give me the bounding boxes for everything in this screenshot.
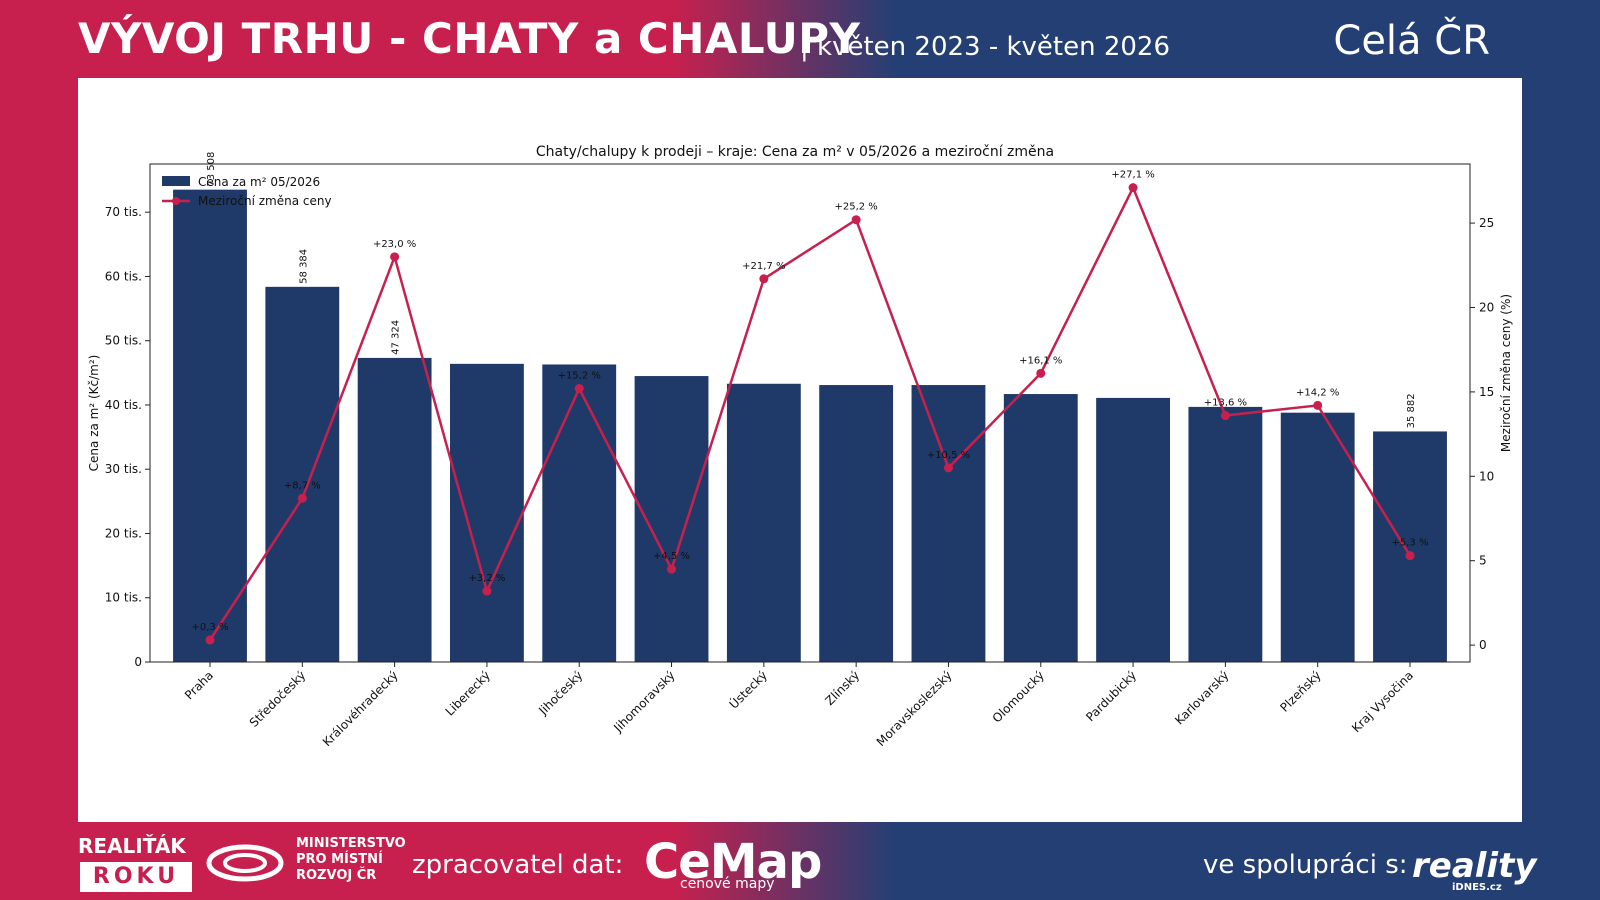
bar <box>819 385 894 662</box>
bar-value-label: 47 324 <box>391 320 402 355</box>
x-tick-label: Liberecký <box>443 668 493 718</box>
change-point <box>1405 551 1415 561</box>
y2-tick-label: 0 <box>1479 638 1487 652</box>
bar <box>1096 397 1170 662</box>
chart: Chaty/chalupy k prodeji – kraje: Cena za… <box>87 144 1513 749</box>
change-line <box>208 184 1412 641</box>
change-point <box>667 564 677 574</box>
award-badge: ROKU <box>80 862 192 892</box>
x-tick-label: Zlínský <box>822 668 862 708</box>
legend: Cena za m² 05/2026 Meziroční změna ceny <box>162 175 332 208</box>
x-tick-label: Kraj Vysočina <box>1349 668 1416 735</box>
x-tick-label: Ústecký <box>726 668 770 712</box>
bar <box>726 383 801 662</box>
reality-logo: reality <box>1412 846 1537 886</box>
change-label: +8,7 % <box>284 480 321 491</box>
bar <box>1188 406 1263 662</box>
y-tick-label: 60 tis. <box>105 269 142 283</box>
x-tick-label: Karlovarský <box>1172 668 1231 727</box>
y-tick-label: 20 tis. <box>105 526 142 540</box>
bar <box>911 385 986 662</box>
change-label: +5,3 % <box>1392 538 1429 549</box>
y2-tick-label: 15 <box>1479 385 1494 399</box>
change-label: +3,2 % <box>468 573 505 584</box>
chart-title: Chaty/chalupy k prodeji – kraje: Cena za… <box>536 144 1054 160</box>
change-point <box>759 274 769 284</box>
change-point <box>574 384 584 394</box>
y-tick-label: 0 <box>134 655 142 669</box>
award-text: REALIŤÁK <box>78 834 186 858</box>
x-tick-label: Jihočeský <box>535 668 585 718</box>
bar <box>542 364 617 662</box>
change-label: +25,2 % <box>834 202 877 213</box>
change-label: +15,2 % <box>558 371 601 382</box>
ministry-label: MINISTERSTVO PRO MÍSTNÍ ROZVOJ ČR <box>296 836 406 883</box>
y-tick-label: 30 tis. <box>105 462 142 476</box>
change-point <box>1036 368 1046 378</box>
cemap-logo: CeMap <box>644 834 822 890</box>
chart-panel: Chaty/chalupy k prodeji – kraje: Cena za… <box>78 78 1522 822</box>
change-label: +4,5 % <box>653 551 690 562</box>
region-label: Celá ČR <box>1333 18 1490 64</box>
change-point <box>390 252 400 262</box>
x-tick-label: Středočeský <box>247 668 309 730</box>
change-point <box>1313 400 1323 410</box>
change-label: +27,1 % <box>1111 170 1154 181</box>
bar <box>1280 412 1355 662</box>
x-tick-label: Plzeňský <box>1277 668 1323 714</box>
x-tick-label: Jihomoravský <box>610 668 677 735</box>
x-tick-label: Pardubický <box>1083 668 1139 724</box>
bar <box>173 189 247 662</box>
change-point <box>205 635 215 645</box>
change-label: +23,0 % <box>373 239 416 250</box>
bar-value-label: 58 384 <box>298 249 309 284</box>
y-tick-label: 50 tis. <box>105 334 142 348</box>
cooperation-label: ve spolupráci s: <box>1203 850 1408 880</box>
legend-line-marker <box>172 197 180 205</box>
bar-value-label: 73 508 <box>206 152 217 187</box>
change-point <box>851 215 861 225</box>
change-point <box>297 493 307 503</box>
ministry-logo-icon <box>205 840 290 891</box>
processor-label: zpracovatel dat: <box>412 850 624 880</box>
legend-line-label: Meziroční změna ceny <box>198 194 332 208</box>
bar <box>265 286 340 662</box>
y-axis-label: Cena za m² (Kč/m²) <box>87 355 101 472</box>
bar <box>1373 431 1447 662</box>
y-tick-label: 10 tis. <box>105 591 142 605</box>
bar <box>450 363 524 662</box>
page-title: VÝVOJ TRHU - CHATY a CHALUPY <box>78 14 861 63</box>
bar <box>357 357 432 662</box>
legend-bar-swatch <box>162 176 190 186</box>
change-point <box>482 586 492 596</box>
change-point <box>1128 183 1138 193</box>
y-tick-label: 40 tis. <box>105 398 142 412</box>
x-tick-label: Praha <box>182 668 216 702</box>
x-tick-label: Olomoucký <box>990 668 1047 725</box>
bar <box>1003 394 1078 662</box>
cemap-subtitle: cenové mapy <box>680 876 775 892</box>
change-label: +0,3 % <box>192 622 229 633</box>
change-label: +14,2 % <box>1296 387 1339 398</box>
y2-tick-label: 10 <box>1479 469 1494 483</box>
change-label: +13,6 % <box>1204 398 1247 409</box>
change-label: +10,5 % <box>927 450 970 461</box>
change-label: +21,7 % <box>742 261 785 272</box>
x-tick-label: Královéhradecký <box>320 668 401 749</box>
reality-subtitle: iDNES.cz <box>1452 882 1502 893</box>
bar-value-label: 35 882 <box>1406 393 1417 428</box>
change-point <box>1220 411 1230 421</box>
y-tick-label: 70 tis. <box>105 205 142 219</box>
change-label: +16,1 % <box>1019 355 1062 366</box>
legend-bar-label: Cena za m² 05/2026 <box>198 175 320 189</box>
y2-tick-label: 25 <box>1479 216 1494 230</box>
plot-frame <box>149 163 1471 663</box>
period-label: | květen 2023 - květen 2026 <box>800 32 1171 62</box>
y2-axis-label: Meziroční změna ceny (%) <box>1499 294 1513 452</box>
y2-tick-label: 5 <box>1479 554 1487 568</box>
x-tick-label: Moravskoslezský <box>874 668 955 749</box>
change-point <box>943 463 953 473</box>
y2-tick-label: 20 <box>1479 300 1494 314</box>
